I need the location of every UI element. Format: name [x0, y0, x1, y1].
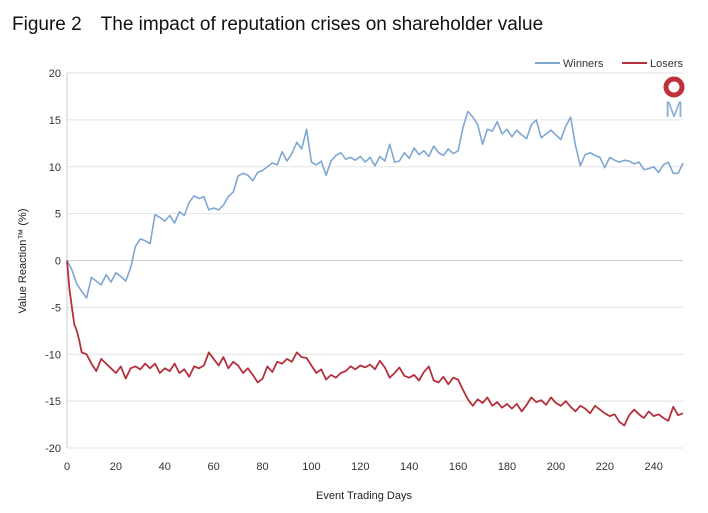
legend-label-winners: Winners: [563, 58, 604, 70]
logo-ring: [663, 76, 685, 98]
logo-letter: M: [665, 97, 683, 122]
x-tick-label: 160: [449, 461, 467, 473]
chart-title: The impact of reputation crises on share…: [100, 14, 544, 35]
gridlines: [66, 72, 683, 449]
y-tick-label: -15: [45, 396, 61, 408]
x-tick-label: 240: [644, 461, 662, 473]
figure-label: Figure 2: [12, 14, 82, 35]
x-tick-label: 120: [351, 461, 369, 473]
legend: Winners Losers: [535, 58, 684, 70]
chart-title-row: Figure 2 The impact of reputation crises…: [12, 14, 543, 36]
x-tick-label: 80: [256, 461, 268, 473]
y-tick-label: 0: [55, 256, 61, 268]
x-tick-label: 100: [302, 461, 320, 473]
y-tick-label: 20: [49, 68, 61, 80]
x-tick-label: 0: [64, 461, 70, 473]
x-axis-ticks: 0 20 40 60 80 100 120 140 160 180 200 220 240: [64, 461, 663, 473]
series-line-winners: [66, 110, 684, 299]
y-tick-label: -5: [51, 302, 61, 314]
x-tick-label: 180: [498, 461, 516, 473]
y-axis-ticks: 20 15 10 5 0 -5 -10 -15 -20: [45, 68, 61, 455]
y-axis-label: Value Reaction™ (%): [17, 209, 29, 314]
y-tick-label: -10: [45, 349, 61, 361]
y-tick-label: 10: [49, 162, 61, 174]
y-tick-label: 5: [55, 209, 61, 221]
y-tick-label: 15: [49, 115, 61, 127]
x-tick-label: 140: [400, 461, 418, 473]
x-tick-label: 200: [547, 461, 565, 473]
x-tick-label: 220: [596, 461, 614, 473]
x-tick-label: 60: [208, 461, 220, 473]
legend-label-losers: Losers: [650, 58, 684, 70]
y-tick-label: -20: [45, 443, 61, 455]
series-line-losers: [66, 260, 684, 427]
series-lines: [66, 110, 684, 427]
x-tick-label: 40: [159, 461, 171, 473]
brand-logo: M: [663, 76, 685, 122]
x-axis-label: Event Trading Days: [316, 490, 412, 502]
x-tick-label: 20: [110, 461, 122, 473]
